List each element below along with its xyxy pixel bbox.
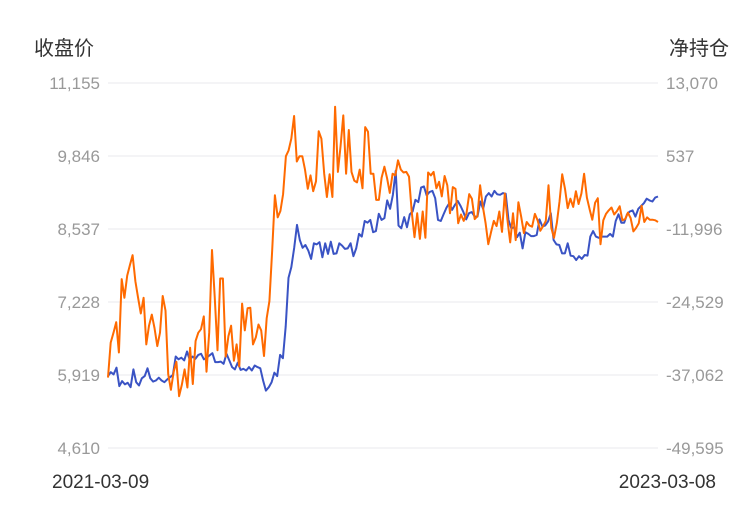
right-tick-label: 537 xyxy=(666,147,694,166)
right-tick-label: -24,529 xyxy=(666,293,724,312)
left-tick-label: 5,919 xyxy=(57,366,100,385)
left-axis-ticks: 11,155 9,846 8,537 7,228 5,919 4,610 xyxy=(49,74,100,458)
right-axis-title: 净持仓 xyxy=(669,37,729,60)
series-lines xyxy=(107,105,659,398)
left-tick-label: 11,155 xyxy=(49,74,100,93)
x-axis-start-date: 2021-03-09 xyxy=(52,472,149,493)
close-price-line xyxy=(107,169,659,392)
left-tick-label: 9,846 xyxy=(57,147,100,166)
x-axis-end-date: 2023-03-08 xyxy=(619,472,716,493)
left-tick-label: 7,228 xyxy=(57,293,100,312)
right-tick-label: 13,070 xyxy=(666,74,718,93)
net-position-line xyxy=(107,105,659,398)
right-tick-label: -49,595 xyxy=(666,439,724,458)
right-tick-label: -11,996 xyxy=(666,220,722,239)
left-tick-label: 8,537 xyxy=(57,220,100,239)
gridlines xyxy=(108,82,658,449)
right-axis-ticks: 13,070 537 -11,996 -24,529 -37,062 -49,595 xyxy=(666,74,724,458)
right-tick-label: -37,062 xyxy=(666,366,724,385)
left-axis-title: 收盘价 xyxy=(34,37,94,60)
left-tick-label: 4,610 xyxy=(57,439,100,458)
